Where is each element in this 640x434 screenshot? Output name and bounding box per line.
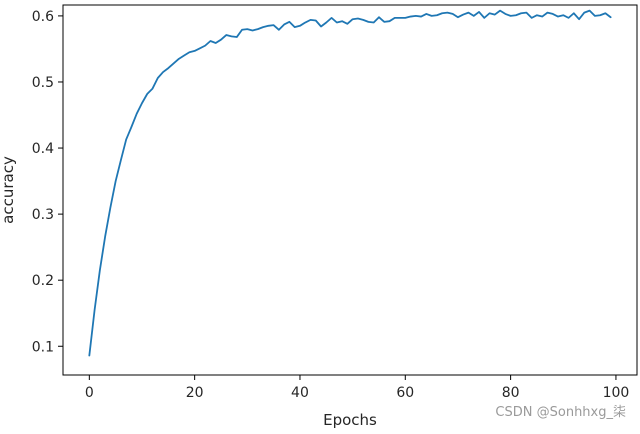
x-tick-label: 0 (85, 385, 94, 401)
x-tick-label: 80 (502, 385, 520, 401)
x-axis-label: Epochs (323, 411, 377, 429)
x-tick-label: 100 (603, 385, 630, 401)
y-tick-label: 0.5 (32, 75, 54, 91)
axis-ticks: 0 20 40 60 80 100 0.1 0.2 0.3 0.4 0.5 0.6 (32, 9, 630, 401)
y-tick-label: 0.6 (32, 9, 54, 25)
watermark-text: CSDN @Sonhhxg_柒 (495, 405, 626, 420)
x-tick-label: 60 (396, 385, 414, 401)
plot-frame (62, 4, 638, 376)
accuracy-series-line (88, 9, 612, 357)
y-tick-label: 0.3 (32, 207, 54, 223)
y-tick-label: 0.4 (32, 141, 54, 157)
x-tick-label: 20 (186, 385, 204, 401)
y-tick-label: 0.1 (32, 339, 54, 355)
y-tick-label: 0.2 (32, 273, 54, 289)
x-tick-label: 40 (291, 385, 309, 401)
y-axis-label: accuracy (0, 156, 17, 224)
series-layer (88, 9, 612, 357)
axes-box (62, 4, 638, 376)
